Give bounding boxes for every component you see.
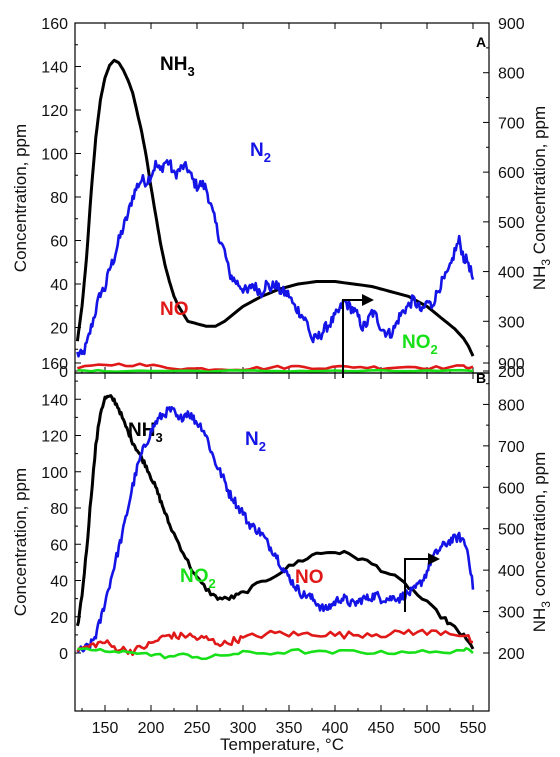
series-label-no2: NO2 [180, 566, 216, 591]
y-tick-label: 20 [50, 610, 68, 627]
series-line-n2 [76, 159, 475, 358]
y2-tick-label: 200 [498, 364, 525, 381]
series-label-no: NO [160, 299, 189, 320]
right-axis-arrowhead [362, 294, 374, 306]
y2-tick-label: 400 [498, 265, 525, 282]
y2-tick-label: 700 [498, 115, 525, 132]
panel-b: 0 20 40 60 80 100 120 140 160 200 300 400 500 600 700 8… [11, 356, 553, 754]
y-tick-label: 160 [41, 16, 68, 33]
series-label-nh3: NH3 [128, 420, 163, 445]
y-tick-label: 20 [50, 321, 68, 338]
x-tick-label: 450 [368, 720, 395, 737]
y2-tick-label: 600 [498, 480, 525, 497]
series-label-no: NO [295, 567, 324, 588]
y2-tick-label: 900 [498, 16, 525, 33]
y2-tick-label: 500 [498, 215, 525, 232]
y-tick-label: 100 [41, 147, 68, 164]
x-tick-label: 500 [414, 720, 441, 737]
x-tick-label: 550 [460, 720, 487, 737]
series-line-no2 [77, 368, 474, 373]
plot-frame [74, 372, 490, 712]
y2-tick-label: 500 [498, 522, 525, 539]
y-tick-label: 140 [41, 60, 68, 77]
y-tick-label: 80 [50, 501, 68, 518]
y2-tick-label: 300 [498, 314, 525, 331]
series-line-nh3 [75, 58, 475, 357]
y2-tick-label: 400 [498, 563, 525, 580]
right-axis-arrow [342, 299, 362, 378]
x-tick-label: 250 [184, 720, 211, 737]
series-line-no [76, 362, 474, 372]
right-axis-arrow [404, 558, 428, 612]
y2-axis-label: NH3 Concentration, ppm [530, 106, 553, 290]
y2-tick-label: 600 [498, 165, 525, 182]
x-tick-label: 300 [230, 720, 257, 737]
y2-axis-label: NH3 concentration, ppm [530, 452, 553, 633]
y-tick-label: 0 [59, 364, 68, 381]
y-tick-label: 80 [50, 190, 68, 207]
y-tick-label: 120 [41, 429, 68, 446]
y2-tick-label: 800 [498, 397, 525, 414]
y-tick-label: 40 [50, 277, 68, 294]
series-label-no2: NO2 [402, 332, 438, 357]
y-tick-label: 40 [50, 574, 68, 591]
y2-tick-label: 200 [498, 646, 525, 663]
panel-a: 0 20 40 60 80 100 120 140 160 200 300 400 500 600 700 8… [11, 16, 553, 381]
series-line-n2 [76, 406, 475, 654]
series-line-no2 [77, 647, 474, 661]
panel-letter: A [476, 34, 486, 50]
y-axis-label: Concentration, ppm [11, 468, 30, 616]
series-label-n2: N2 [250, 140, 271, 165]
x-tick-label: 150 [92, 720, 119, 737]
y-tick-label: 140 [41, 392, 68, 409]
y-tick-label: 0 [59, 646, 68, 663]
series-label-n2: N2 [245, 429, 266, 454]
y-tick-label: 60 [50, 234, 68, 251]
y-tick-label: 100 [41, 465, 68, 482]
y2-tick-label: 300 [498, 605, 525, 622]
y-tick-label: 120 [41, 103, 68, 120]
y2-tick-label: 900 [498, 356, 525, 373]
x-tick-label: 200 [138, 720, 165, 737]
series-line-nh3 [75, 394, 475, 650]
panel-letter: B [476, 370, 486, 386]
y-tick-label: 60 [50, 537, 68, 554]
x-tick-label: 400 [322, 720, 349, 737]
y-axis-label: Concentration, ppm [11, 124, 30, 272]
x-tick-label: 350 [276, 720, 303, 737]
y-tick-label: 160 [41, 356, 68, 373]
x-axis-label: Temperature, °C [220, 735, 344, 754]
right-axis-arrowhead [428, 553, 440, 565]
y2-tick-label: 800 [498, 66, 525, 83]
series-line-no [76, 628, 474, 657]
series-label-nh3: NH3 [160, 54, 195, 79]
plot-frame [74, 22, 490, 374]
y2-tick-label: 700 [498, 439, 525, 456]
